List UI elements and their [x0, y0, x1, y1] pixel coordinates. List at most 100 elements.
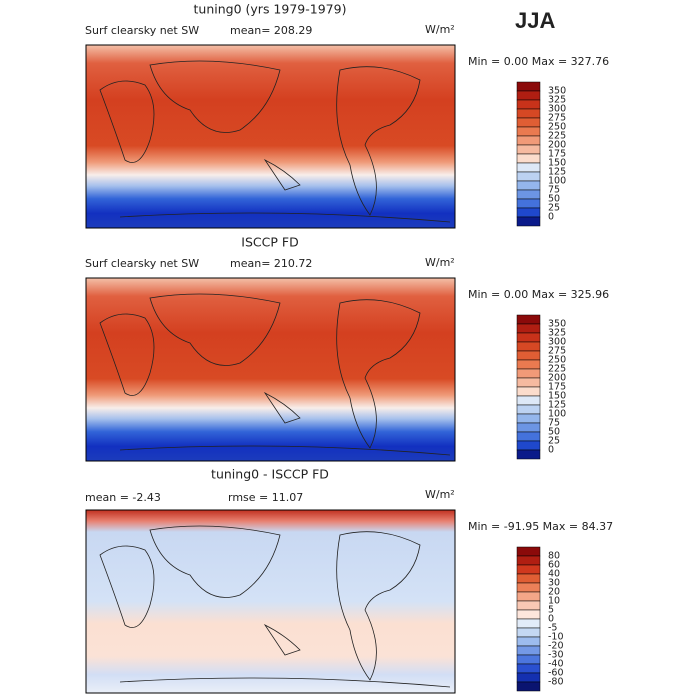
colorbar-label: 300	[548, 337, 566, 348]
colorbar-label: 275	[548, 346, 566, 357]
colorbar-label: -40	[548, 659, 564, 670]
mean-stat: mean= 210.72	[230, 257, 312, 270]
colorbar-box	[516, 582, 541, 593]
colorbar-label: 25	[548, 436, 560, 447]
colorbar-label: 200	[548, 140, 566, 151]
min-max: Min = -91.95 Max = 84.37	[468, 520, 613, 533]
colorbar-label: -10	[548, 632, 564, 643]
colorbar-label: -60	[548, 668, 564, 679]
colorbar-label: 25	[548, 203, 560, 214]
colorbar-label: 50	[548, 194, 560, 205]
colorbar-box	[516, 198, 541, 209]
colorbar-label: -30	[548, 650, 564, 661]
colorbar-box	[516, 135, 541, 146]
colorbar-label: 300	[548, 104, 566, 115]
colorbar-label: 0	[548, 445, 554, 456]
colorbar-box	[516, 341, 541, 352]
colorbar-label: -5	[548, 623, 557, 634]
min-max: Min = 0.00 Max = 325.96	[468, 288, 609, 301]
colorbar-box	[516, 386, 541, 397]
map	[85, 277, 456, 462]
colorbar-label: 225	[548, 364, 566, 375]
colorbar-label: 100	[548, 176, 566, 187]
colorbar-box	[516, 609, 541, 620]
season-label: JJA	[515, 8, 555, 33]
colorbar-box	[516, 81, 541, 92]
colorbar-box	[516, 368, 541, 379]
colorbar-box	[516, 314, 541, 325]
colorbar-label: 125	[548, 400, 566, 411]
colorbar-box	[516, 332, 541, 343]
map	[85, 44, 456, 229]
colorbar-label: 350	[548, 319, 566, 330]
panel-title: tuning0 (yrs 1979-1979)	[194, 2, 347, 17]
colorbar-box	[516, 600, 541, 611]
colorbar-label: 0	[548, 212, 554, 223]
colorbar-box	[516, 162, 541, 173]
colorbar-box	[516, 377, 541, 388]
field-name: Surf clearsky net SW	[85, 257, 199, 270]
colorbar-label: 325	[548, 95, 566, 106]
colorbar-label: 175	[548, 382, 566, 393]
colorbar-box	[516, 422, 541, 433]
colorbar-box	[516, 663, 541, 674]
colorbar-label: 30	[548, 578, 560, 589]
field-name: Surf clearsky net SW	[85, 24, 199, 37]
colorbar-label: 150	[548, 158, 566, 169]
colorbar-box	[516, 672, 541, 683]
colorbar-box	[516, 636, 541, 647]
colorbar-label: 200	[548, 373, 566, 384]
colorbar-box	[516, 413, 541, 424]
panel-title: ISCCP FD	[241, 235, 298, 250]
units: W/m²	[425, 256, 455, 269]
colorbar-box	[516, 431, 541, 442]
colorbar-label: 350	[548, 86, 566, 97]
mean-stat: mean= 208.29	[230, 24, 312, 37]
mean-stat: mean = -2.43	[85, 491, 161, 504]
colorbar-label: 75	[548, 185, 560, 196]
coastline	[99, 293, 451, 456]
colorbar-box	[516, 395, 541, 406]
colorbar-box	[516, 627, 541, 638]
colorbar-box	[516, 207, 541, 218]
colorbar-box	[516, 108, 541, 119]
colorbar-box	[516, 404, 541, 415]
rmse-stat: rmse = 11.07	[228, 491, 303, 504]
colorbar-box	[516, 180, 541, 191]
colorbar-label: 325	[548, 328, 566, 339]
colorbar-label: 60	[548, 560, 560, 571]
colorbar-box	[516, 573, 541, 584]
colorbar-box	[516, 564, 541, 575]
colorbar-box	[516, 117, 541, 128]
colorbar-box	[516, 90, 541, 101]
units: W/m²	[425, 488, 455, 501]
colorbar-label: 225	[548, 131, 566, 142]
colorbar-label: 20	[548, 587, 560, 598]
colorbar-box	[516, 99, 541, 110]
colorbar-label: 250	[548, 122, 566, 133]
colorbar-label: 80	[548, 551, 560, 562]
colorbar-label: 0	[548, 614, 554, 625]
colorbar-box	[516, 171, 541, 182]
coastline	[99, 525, 451, 688]
units: W/m²	[425, 23, 455, 36]
coastline	[99, 60, 451, 223]
colorbar-box	[516, 618, 541, 629]
colorbar-label: 175	[548, 149, 566, 160]
colorbar-label: 5	[548, 605, 554, 616]
map	[85, 509, 456, 694]
colorbar-box	[516, 359, 541, 370]
colorbar-label: -80	[548, 677, 564, 688]
colorbar-label: 75	[548, 418, 560, 429]
colorbar-label: 100	[548, 409, 566, 420]
colorbar-box	[516, 126, 541, 137]
colorbar-box	[516, 591, 541, 602]
colorbar-box	[516, 440, 541, 451]
colorbar-label: 40	[548, 569, 560, 580]
colorbar-box	[516, 546, 541, 557]
colorbar-box	[516, 323, 541, 334]
colorbar-box	[516, 350, 541, 361]
colorbar-label: 250	[548, 355, 566, 366]
colorbar-box	[516, 216, 541, 227]
